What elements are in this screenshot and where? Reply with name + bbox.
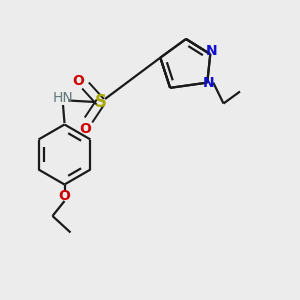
Text: N: N [206,44,218,58]
Text: O: O [72,74,84,88]
Text: O: O [58,190,70,203]
Text: HN: HN [52,91,74,104]
Text: N: N [203,76,214,90]
Text: S: S [94,93,106,111]
Text: O: O [80,122,92,136]
